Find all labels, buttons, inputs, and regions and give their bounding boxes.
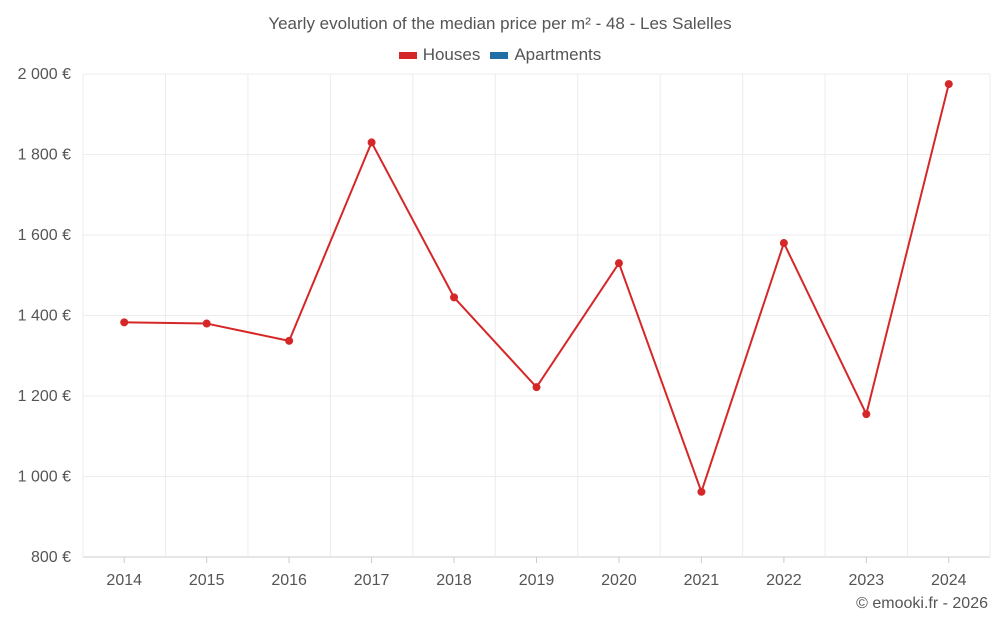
data-point [120,318,129,327]
x-tick-label: 2021 [684,572,720,589]
data-point [697,487,706,496]
y-tick-label: 800 € [31,549,71,566]
credit-text: © emooki.fr - 2026 [856,595,988,612]
data-point [285,336,294,345]
x-tick-label: 2020 [601,572,637,589]
data-point [367,138,376,147]
data-point [779,239,788,248]
x-tick-label: 2022 [766,572,802,589]
x-tick-label: 2014 [106,572,142,589]
legend-label-apartments: Apartments [514,45,602,64]
data-point [450,293,459,302]
x-tick-label: 2017 [354,572,390,589]
legend-item-houses[interactable]: Houses [398,45,481,65]
data-point [944,80,953,89]
y-tick-label: 1 400 € [18,308,71,325]
chart-legend: Houses Apartments [0,45,1000,65]
x-tick-label: 2024 [931,572,967,589]
y-tick-label: 2 000 € [18,66,71,83]
x-tick-label: 2016 [271,572,307,589]
data-point [862,410,871,419]
legend-item-apartments[interactable]: Apartments [490,45,601,65]
x-tick-label: 2015 [189,572,225,589]
legend-swatch-apartments [490,51,509,59]
data-point [614,259,623,268]
x-tick-label: 2018 [436,572,472,589]
y-tick-label: 1 000 € [18,469,71,486]
data-point [532,383,541,392]
data-point [202,319,211,328]
x-tick-label: 2019 [519,572,555,589]
y-tick-label: 1 200 € [18,388,71,405]
legend-swatch-houses [398,51,417,59]
y-tick-label: 1 800 € [18,147,71,164]
x-tick-label: 2023 [849,572,885,589]
y-tick-label: 1 600 € [18,227,71,244]
legend-label-houses: Houses [422,45,481,64]
chart-title: Yearly evolution of the median price per… [268,14,732,33]
